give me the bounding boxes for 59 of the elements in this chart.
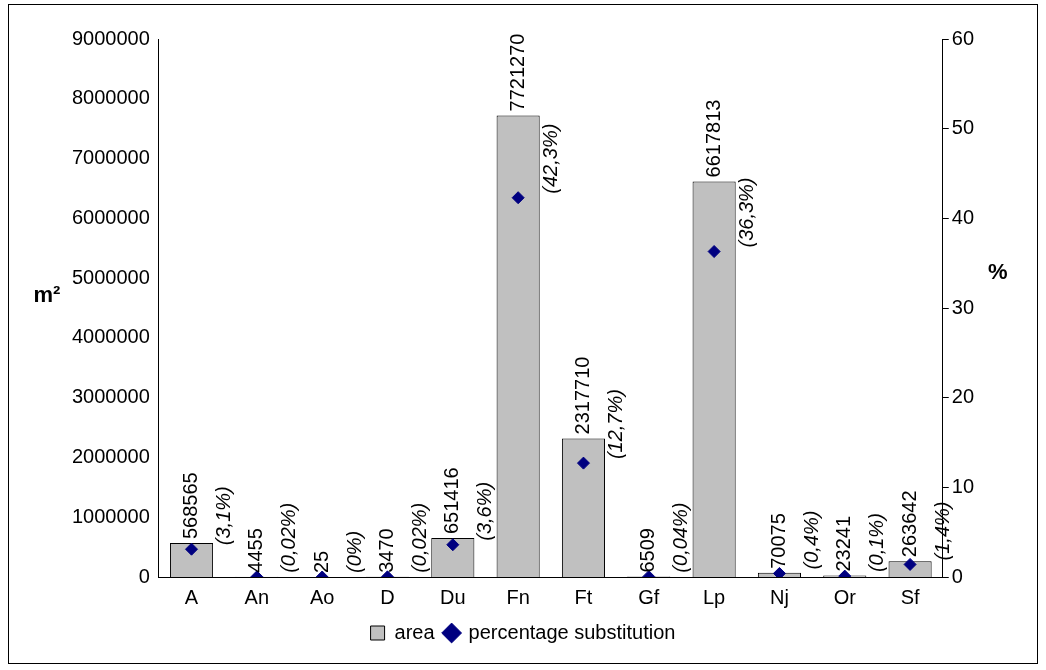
legend-label: percentage substitution [468, 620, 676, 643]
data-label: (3,6%) [473, 481, 496, 541]
y2-axis-title: % [987, 259, 1008, 285]
y-tick-label: 4000000 [71, 325, 150, 348]
data-label: (0,02%) [408, 502, 431, 573]
y2-tick-label: 0 [951, 564, 963, 587]
data-label: (12,7%) [604, 389, 627, 460]
data-label: 23241 [832, 515, 855, 572]
data-label: (0%) [342, 530, 365, 573]
data-label: 6509 [636, 528, 659, 573]
data-label: 70075 [766, 513, 789, 569]
x-tick-label: Lp [702, 585, 726, 608]
y-tick-label: 6000000 [71, 205, 150, 228]
data-label: (36,3%) [734, 177, 757, 248]
y2-tick-label: 50 [951, 116, 974, 139]
x-tick-label: Or [833, 585, 857, 608]
x-tick-label: Fn [506, 585, 530, 608]
data-label: 263642 [897, 490, 920, 558]
y2-tick-label: 40 [951, 205, 974, 228]
data-label: 6617813 [701, 99, 724, 178]
data-label: 2317710 [570, 356, 593, 435]
data-label: (42,3%) [538, 123, 561, 194]
data-label: (3,1%) [212, 486, 235, 546]
x-tick-label: Nj [770, 585, 789, 608]
y-tick-label: 8000000 [71, 86, 150, 109]
data-label: 3470 [375, 528, 398, 573]
y-tick-label: 0 [138, 564, 150, 587]
data-label: 4455 [244, 528, 267, 573]
data-label: 568565 [179, 472, 202, 540]
data-label: (0,04%) [669, 502, 692, 573]
x-tick-label: Gf [638, 585, 660, 608]
data-label: 7721270 [505, 33, 528, 112]
data-label: 25 [309, 550, 332, 573]
y-tick-label: 7000000 [71, 146, 150, 169]
x-tick-label: Sf [900, 585, 920, 608]
y-tick-label: 5000000 [71, 265, 150, 288]
y2-tick-label: 10 [951, 474, 974, 497]
x-tick-label: Ft [574, 585, 593, 608]
x-tick-label: D [380, 585, 395, 608]
point [707, 245, 721, 259]
y-tick-label: 1000000 [71, 504, 150, 527]
y2-tick-label: 60 [951, 26, 974, 49]
x-tick-label: Du [440, 585, 466, 608]
legend-label: area [394, 620, 436, 643]
y-tick-label: 2000000 [71, 444, 150, 467]
x-tick-label: A [184, 585, 199, 608]
point [576, 456, 590, 470]
data-label: (0,1%) [865, 513, 888, 573]
x-tick-label: Ao [309, 585, 335, 608]
y2-tick-label: 20 [951, 385, 974, 408]
y-axis-title: m² [33, 282, 61, 308]
data-label: (0,4%) [800, 510, 823, 570]
point [511, 191, 525, 205]
data-label: 651416 [440, 467, 463, 535]
data-label: (0,02%) [277, 502, 300, 573]
x-tick-label: An [244, 585, 270, 608]
y2-tick-label: 30 [951, 295, 974, 318]
y-tick-label: 9000000 [71, 26, 150, 49]
y-tick-label: 3000000 [71, 385, 150, 408]
